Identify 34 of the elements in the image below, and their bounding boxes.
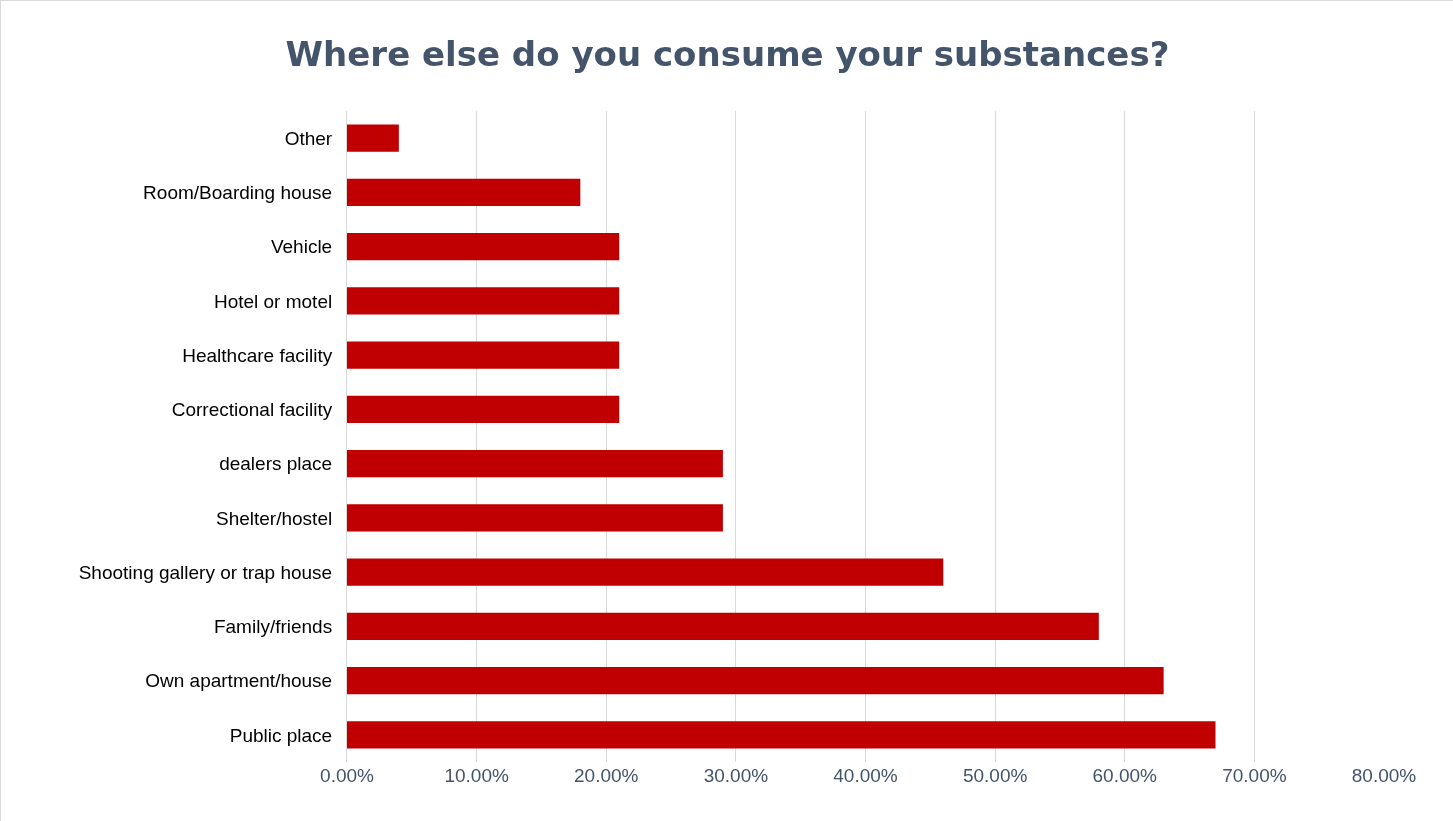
y-tick-label: Own apartment/house xyxy=(145,670,333,692)
x-tick-label: 50.00% xyxy=(962,765,1028,786)
x-tick-label: 60.00% xyxy=(1092,765,1158,786)
x-tick-label: 10.00% xyxy=(444,765,509,786)
bar xyxy=(347,341,620,369)
x-tick-label: 30.00% xyxy=(703,765,769,786)
bar xyxy=(347,124,399,152)
y-tick-label: Correctional facility xyxy=(171,399,333,421)
x-tick-label: 40.00% xyxy=(833,765,898,786)
bar xyxy=(347,450,723,478)
y-tick-label: Vehicle xyxy=(270,236,333,258)
bar xyxy=(347,504,723,532)
y-tick-label: Other xyxy=(284,127,333,149)
bar xyxy=(347,395,620,423)
bar xyxy=(347,612,1099,640)
bar xyxy=(347,178,581,206)
bar xyxy=(347,667,1164,695)
y-tick-label: Shelter/hostel xyxy=(216,507,333,529)
bar xyxy=(347,721,1216,749)
x-tick-label: 0.00% xyxy=(320,765,375,786)
x-tick-label: 20.00% xyxy=(574,765,639,786)
y-tick-label: Hotel or motel xyxy=(213,290,333,312)
y-tick-label: Shooting gallery or trap house xyxy=(78,561,333,583)
y-tick-label: Healthcare facility xyxy=(182,344,333,366)
x-tick-label: 80.00% xyxy=(1351,765,1417,786)
y-tick-label: Room/Boarding house xyxy=(143,182,333,204)
chart-title: Where else do you consume your substances? xyxy=(285,33,1170,74)
y-tick-label: Family/friends xyxy=(213,616,333,638)
y-tick-label: dealers place xyxy=(219,453,333,475)
bar xyxy=(347,233,620,261)
y-tick-label: Public place xyxy=(229,724,333,746)
bar xyxy=(347,287,620,315)
bar xyxy=(347,558,944,586)
x-tick-label: 70.00% xyxy=(1222,765,1287,786)
